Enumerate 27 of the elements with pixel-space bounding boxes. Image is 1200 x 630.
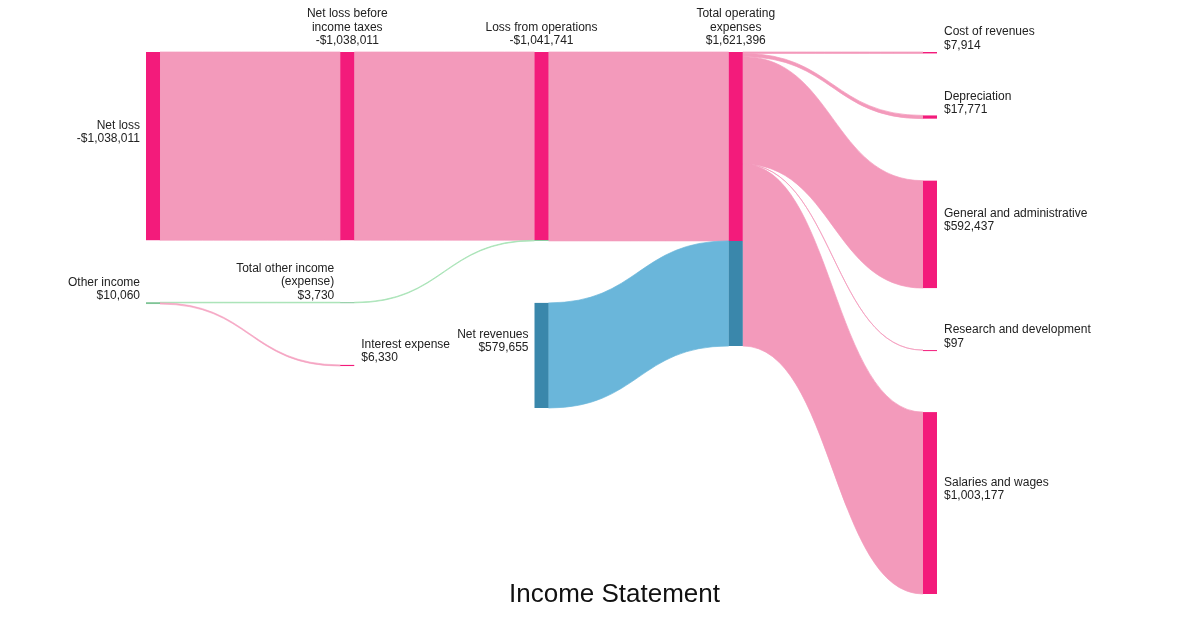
data-label: $3,730 xyxy=(297,287,335,302)
category-label: Net loss xyxy=(96,117,140,132)
category-label: Salaries and wages xyxy=(944,474,1049,489)
data-label: $7,914 xyxy=(944,37,982,52)
category-label: Cost of revenues xyxy=(944,24,1035,39)
category-label: Net revenues xyxy=(457,326,529,341)
category-label: Depreciation xyxy=(944,88,1012,103)
category-label: Other income xyxy=(67,274,141,289)
data-label: $1,621,396 xyxy=(705,33,767,47)
data-label: $592,437 xyxy=(944,219,995,234)
data-label: $17,771 xyxy=(944,102,988,117)
text: Income Statement xyxy=(509,578,721,608)
category-label: Interest expense xyxy=(361,336,451,351)
category-label: Net loss before income taxes xyxy=(306,6,388,34)
data-label: $6,330 xyxy=(361,350,399,365)
category-label: Loss from operations xyxy=(485,19,598,34)
data-label: $10,060 xyxy=(96,288,141,303)
data-label: $579,655 xyxy=(478,340,529,355)
data-label: -$1,041,741 xyxy=(509,33,574,47)
category-label: Research and development xyxy=(944,322,1092,337)
data-label: $97 xyxy=(944,335,965,350)
data-label: -$1,038,011 xyxy=(76,131,141,146)
category-label: Total operating expenses xyxy=(696,6,776,34)
category-label: Total other income (expense) xyxy=(236,260,335,289)
category-label: General and administrative xyxy=(944,205,1088,220)
data-label: $1,003,177 xyxy=(944,488,1005,503)
data-label: -$1,038,011 xyxy=(315,33,380,47)
